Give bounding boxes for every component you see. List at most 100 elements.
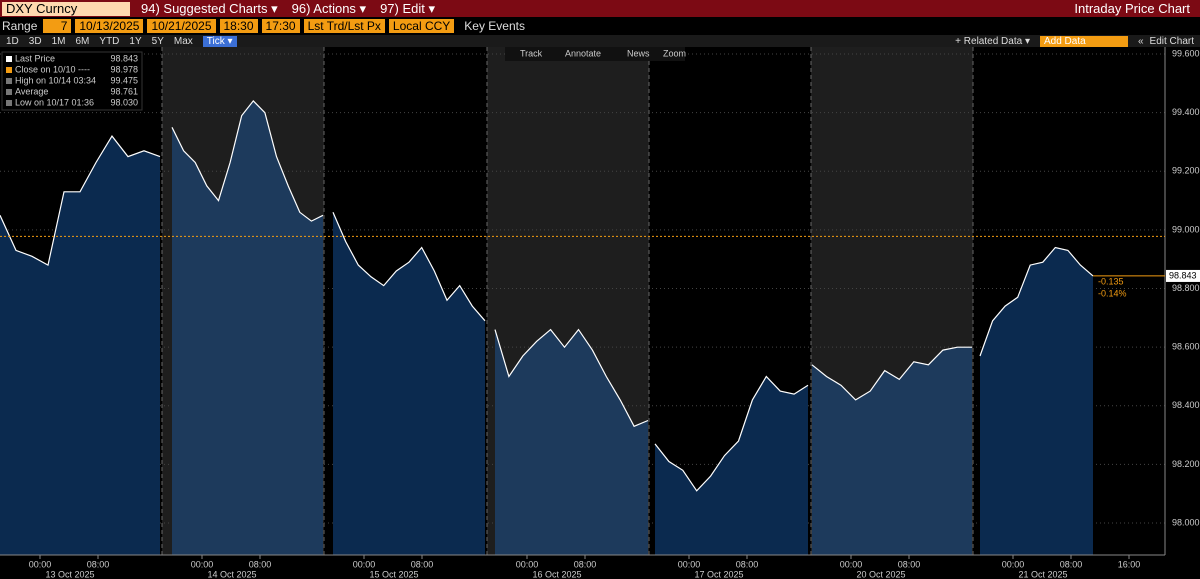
y-tick-label: 98.200 (1172, 459, 1200, 469)
x-date-label: 13 Oct 2025 (45, 569, 94, 579)
legend-label: Low on 10/17 01:36 (15, 97, 94, 107)
period-button[interactable]: 3D (28, 35, 42, 47)
x-date-label: 21 Oct 2025 (1018, 569, 1067, 579)
ticker-input[interactable]: DXY Curncy (2, 1, 130, 16)
button[interactable]: « (1137, 35, 1144, 47)
title-bar: DXY Curncy 94) Suggested Charts ▾ 96) Ac… (0, 0, 1200, 17)
legend-value: 99.475 (110, 75, 138, 85)
dropdown[interactable]: Lst Trd/Lst Px (303, 19, 385, 33)
price-area (812, 347, 972, 555)
range-bar: Range 7 10/13/2025 10/21/2025 18:30 17:3… (0, 17, 1200, 35)
button[interactable]: Edit Chart (1149, 35, 1194, 47)
y-tick-label: 99.000 (1172, 224, 1200, 234)
x-date-label: 20 Oct 2025 (856, 569, 905, 579)
period-bar: 1D 3D 1M 6M YTD 1Y 5Y Max Tick ▾ + Related Data … (0, 35, 1200, 47)
period-button[interactable]: YTD (99, 35, 120, 47)
menu-button[interactable]: 94) Suggested Charts ▾ (141, 0, 278, 16)
input[interactable]: 10/13/2025 (75, 19, 144, 33)
menu-button[interactable]: 97) Edit ▾ (380, 0, 436, 16)
input[interactable]: 17:30 (261, 19, 300, 33)
price-area (655, 376, 808, 555)
legend-value: 98.030 (110, 97, 138, 107)
x-tick-label: 08:00 (736, 559, 759, 569)
period-button[interactable]: Max (173, 35, 193, 47)
button[interactable]: + Related Data ▾ (955, 35, 1030, 47)
price-area (172, 100, 323, 556)
price-line (171, 99, 324, 222)
x-tick-label: 08:00 (898, 559, 921, 569)
x-tick-label: 00:00 (1002, 559, 1025, 569)
legend-label: Close on 10/10 ---- (15, 64, 90, 74)
last-box (1166, 269, 1200, 282)
price-line (332, 212, 486, 322)
x-tick-label: 00:00 (353, 559, 376, 569)
chart: 98.000 98.200 98.400 98.600 98.800 99.000 99.2… (0, 47, 1200, 579)
x-tick-label: 00:00 (29, 559, 52, 569)
window-title: Intraday Price Chart (1074, 1, 1190, 16)
period-button[interactable]: 1D (6, 35, 19, 47)
legend-value: 98.761 (110, 86, 138, 96)
legend-box (1, 51, 143, 111)
x-tick-label: 00:00 (516, 559, 539, 569)
legend-label: Last Price (15, 53, 55, 63)
legend-label: High on 10/14 03:34 (15, 75, 96, 85)
y-tick-label: 99.400 (1172, 107, 1200, 117)
tool-button[interactable]: News (627, 48, 650, 58)
y-tick-label: 98.000 (1172, 517, 1200, 527)
change-label: -0.14% (1098, 288, 1127, 298)
period-button[interactable]: Tick ▾ (202, 35, 237, 47)
legend-swatch (6, 89, 12, 95)
tool-button[interactable]: Zoom (663, 48, 686, 58)
legend-swatch (6, 100, 12, 106)
y-tick-label: 99.600 (1172, 48, 1200, 58)
x-date-label: 17 Oct 2025 (694, 569, 743, 579)
label: Range (2, 19, 38, 33)
x-tick-label: 08:00 (1060, 559, 1083, 569)
dropdown[interactable]: Local CCY (388, 19, 455, 33)
input[interactable]: Add Data (1039, 35, 1128, 47)
period-button[interactable]: 5Y (151, 35, 164, 47)
y-tick-label: 98.600 (1172, 342, 1200, 352)
period-button[interactable]: 6M (75, 35, 90, 47)
price-area (0, 136, 160, 555)
checkbox-label[interactable]: Key Events (464, 19, 525, 33)
price-area (495, 329, 648, 555)
tool-button[interactable]: Annotate (565, 48, 601, 58)
x-date-label: 16 Oct 2025 (532, 569, 581, 579)
x-tick-label: 00:00 (191, 559, 214, 569)
periods: 1D 3D 1M 6M YTD 1Y 5Y Max Tick ▾ (6, 35, 237, 47)
price-area (333, 212, 485, 556)
x-tick-label: 08:00 (87, 559, 110, 569)
price-line (0, 135, 161, 267)
toolbar (505, 47, 685, 61)
x-tick-label: 00:00 (678, 559, 701, 569)
tool-button[interactable]: Track (520, 48, 543, 58)
legend-value: 98.978 (110, 64, 138, 74)
x-date-label: 14 Oct 2025 (207, 569, 256, 579)
period-button[interactable]: 1M (51, 35, 66, 47)
x-tick-label: 16:00 (1118, 559, 1141, 569)
legend-swatch (6, 78, 12, 84)
x-tick-label: 08:00 (574, 559, 597, 569)
y-tick-label: 98.800 (1172, 283, 1200, 293)
price-line (494, 328, 649, 428)
last-label: 98.843 (1169, 270, 1197, 280)
y-tick-label: 98.400 (1172, 400, 1200, 410)
input[interactable]: 10/21/2025 (147, 19, 216, 33)
x-date-label: 15 Oct 2025 (369, 569, 418, 579)
x-tick-label: 08:00 (249, 559, 272, 569)
input[interactable]: 18:30 (219, 19, 258, 33)
price-line (811, 346, 972, 401)
change-label: -0.135 (1098, 276, 1124, 286)
legend-label: Average (15, 86, 48, 96)
input[interactable]: 7 (43, 19, 72, 33)
legend-value: 98.843 (110, 53, 138, 63)
period-button[interactable]: 1Y (129, 35, 142, 47)
menu-button[interactable]: 96) Actions ▾ (291, 0, 367, 16)
y-tick-label: 99.200 (1172, 166, 1200, 176)
legend-swatch (6, 56, 12, 62)
price-area (980, 247, 1093, 555)
price-line (979, 246, 1094, 357)
price-line (654, 375, 809, 492)
